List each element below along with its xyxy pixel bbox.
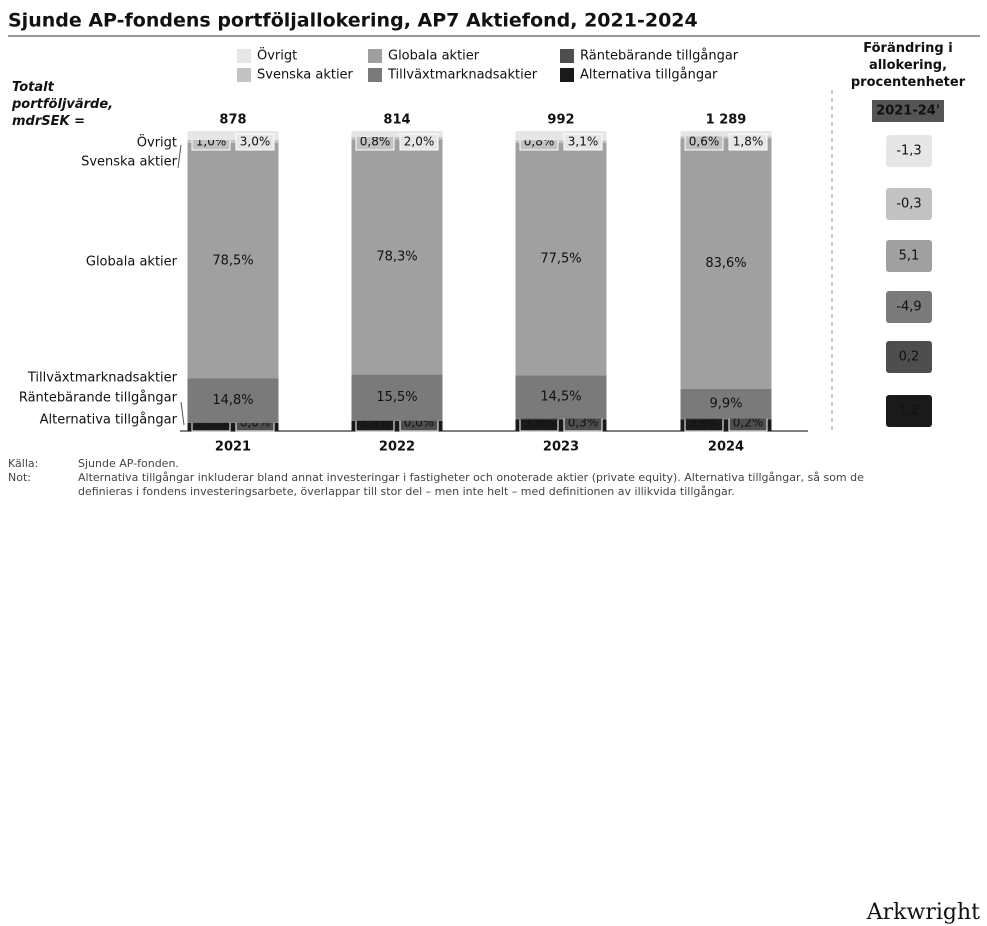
leader bbox=[180, 401, 185, 426]
change-title: Förändring i allokering, procentenheter bbox=[851, 41, 966, 90]
change-label: -4,9 bbox=[896, 300, 921, 315]
value-label: 0,2% bbox=[733, 416, 764, 430]
bar-segment bbox=[351, 131, 443, 137]
change-box bbox=[886, 395, 932, 427]
x-tick-label: 2021 bbox=[215, 440, 251, 455]
total-label: 992 bbox=[547, 113, 574, 128]
note-label: Not: bbox=[8, 471, 31, 484]
bar-segment bbox=[351, 420, 443, 431]
value-label-box bbox=[235, 133, 275, 151]
bar-segment bbox=[515, 375, 607, 419]
legend-label: Tillväxtmarknadsaktier bbox=[387, 68, 538, 83]
chart-title: Sjunde AP-fondens portföljallokering, AP… bbox=[8, 10, 698, 32]
bar-segment bbox=[351, 139, 443, 375]
bar-segment bbox=[515, 419, 607, 431]
bar-segment bbox=[187, 422, 279, 431]
value-label-box bbox=[399, 133, 439, 151]
legend-label: Globala aktier bbox=[388, 49, 480, 64]
change-label: 0,2 bbox=[899, 350, 920, 365]
legend-swatch bbox=[368, 49, 382, 63]
value-label: 14,5% bbox=[540, 389, 581, 404]
value-label: 3,0% bbox=[240, 135, 271, 149]
brand: Arkwright bbox=[866, 900, 980, 925]
bar-segment bbox=[187, 131, 279, 140]
value-label: 78,5% bbox=[212, 253, 253, 268]
x-tick-label: 2023 bbox=[543, 440, 579, 455]
change-header-box bbox=[872, 100, 944, 122]
note: Alternativa tillgångar inkluderar bland … bbox=[78, 471, 864, 498]
bar-segment bbox=[680, 136, 772, 139]
value-label: 9,9% bbox=[709, 396, 742, 411]
total-label: 878 bbox=[219, 113, 246, 128]
x-tick-label: 2024 bbox=[708, 440, 744, 455]
leader bbox=[177, 144, 182, 169]
value-label: 15,5% bbox=[376, 390, 417, 405]
change-box bbox=[886, 188, 932, 220]
legend-label: Alternativa tillgångar bbox=[580, 68, 718, 83]
value-label: 14,8% bbox=[212, 393, 253, 408]
bar-segment bbox=[187, 143, 279, 379]
bar-segment bbox=[351, 137, 443, 140]
series-label: Räntebärande tillgångar bbox=[19, 391, 178, 406]
x-tick-label: 2022 bbox=[379, 440, 415, 455]
source-label: Källa: bbox=[8, 457, 38, 470]
bar-segment bbox=[515, 140, 607, 143]
bar-segment bbox=[680, 389, 772, 419]
change-header: 2021-24' bbox=[876, 104, 940, 119]
value-label-box bbox=[728, 133, 768, 151]
legend-label: Räntebärande tillgångar bbox=[580, 49, 739, 64]
series-label: Tillväxtmarknadsaktier bbox=[27, 371, 178, 386]
legend-swatch bbox=[368, 68, 382, 82]
legend-swatch bbox=[560, 49, 574, 63]
change-box bbox=[886, 240, 932, 272]
value-label: 0,6% bbox=[689, 135, 720, 149]
series-label: Övrigt bbox=[137, 134, 177, 151]
series-label: Globala aktier bbox=[86, 255, 178, 270]
bar-segment bbox=[515, 418, 607, 420]
bar-segment bbox=[187, 140, 279, 143]
change-label: -0,3 bbox=[896, 197, 921, 212]
change-box bbox=[886, 341, 932, 373]
bar-segment bbox=[515, 142, 607, 376]
total-label: 1 289 bbox=[706, 113, 747, 128]
value-label: 0,3% bbox=[568, 416, 599, 430]
change-box bbox=[886, 291, 932, 323]
bar-segment bbox=[680, 138, 772, 389]
legend-label: Svenska aktier bbox=[257, 68, 354, 83]
series-label: Alternativa tillgångar bbox=[40, 413, 178, 428]
legend-label: Övrigt bbox=[257, 47, 297, 64]
value-label-box bbox=[563, 133, 603, 151]
bar-segment bbox=[680, 131, 772, 137]
change-label: 5,1 bbox=[899, 249, 920, 264]
bar-segment bbox=[515, 131, 607, 141]
source: Sjunde AP-fonden. bbox=[78, 457, 179, 470]
series-label: Svenska aktier bbox=[81, 155, 178, 170]
bar-segment bbox=[680, 418, 772, 420]
bar-segment bbox=[680, 419, 772, 431]
value-label: 3,1% bbox=[568, 135, 599, 149]
totals-label: Totalt portföljvärde, mdrSEK = bbox=[11, 80, 113, 129]
value-label: 83,6% bbox=[705, 256, 746, 271]
bar-segment bbox=[187, 378, 279, 423]
value-label: 77,5% bbox=[540, 251, 581, 266]
bar-segment bbox=[351, 374, 443, 421]
legend-swatch bbox=[237, 68, 251, 82]
change-label: 1,2 bbox=[899, 404, 920, 419]
value-label: 2,0% bbox=[404, 135, 435, 149]
total-label: 814 bbox=[383, 113, 410, 128]
value-label: 0,8% bbox=[360, 135, 391, 149]
value-label: 78,3% bbox=[376, 249, 417, 264]
value-label: 1,8% bbox=[733, 135, 764, 149]
change-label: -1,3 bbox=[896, 144, 921, 159]
legend-swatch bbox=[560, 68, 574, 82]
legend-swatch bbox=[237, 49, 251, 63]
change-box bbox=[886, 135, 932, 167]
